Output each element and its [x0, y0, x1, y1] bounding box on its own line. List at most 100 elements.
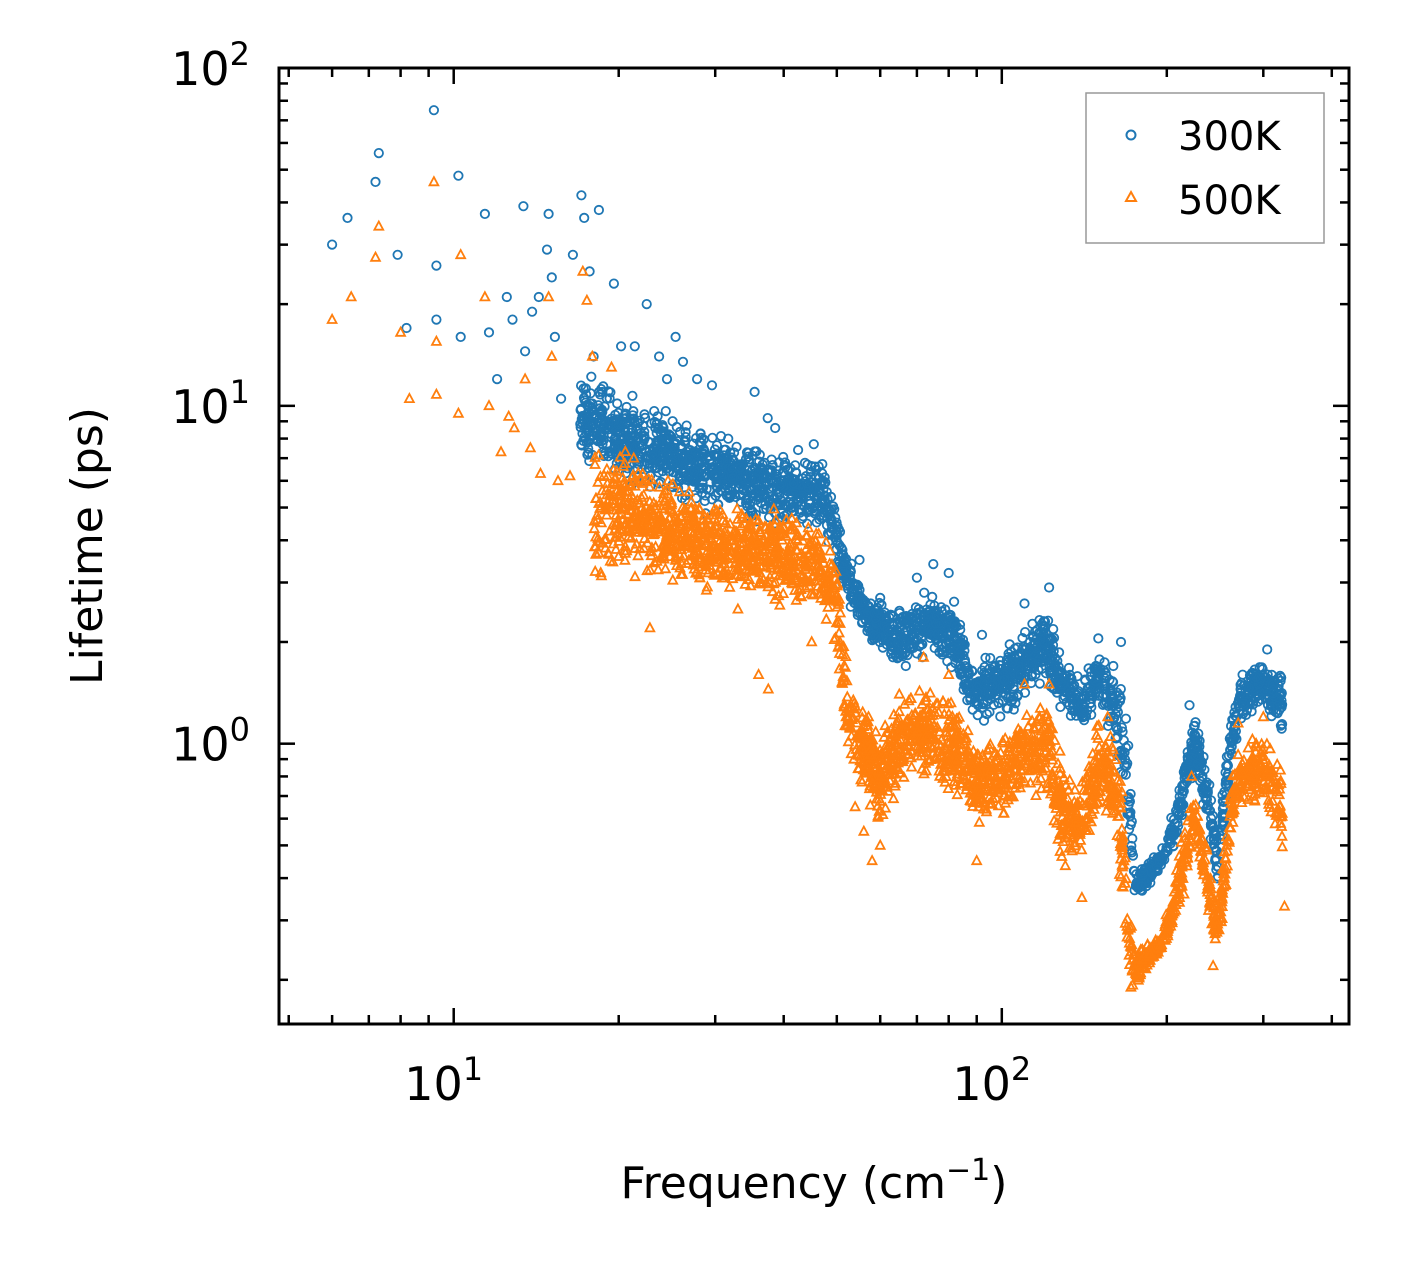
point-300k-2542 [1039, 638, 1050, 650]
point-500k-1721 [863, 782, 876, 794]
point-300k-2154 [1019, 626, 1031, 638]
point-500k-2100 [630, 518, 643, 530]
point-300k-2571 [735, 462, 746, 473]
point-500k-2110 [702, 551, 715, 563]
point-300k-2155 [754, 449, 765, 460]
point-500k-1912 [652, 563, 665, 575]
point-500k-2319 [1009, 781, 1022, 793]
point-500k-2265 [1211, 906, 1224, 918]
point-300k-2610 [455, 331, 466, 342]
point-300k-2612 [483, 327, 495, 338]
point-500k-2288 [776, 533, 789, 545]
point-300k-2614 [501, 291, 512, 303]
point-300k-2444 [1112, 724, 1123, 736]
point-500k-806 [905, 691, 918, 703]
point-500k-1811 [1016, 744, 1029, 756]
point-500k-418 [869, 725, 882, 737]
point-300k-2512 [1136, 881, 1147, 892]
point-500k-1106 [924, 686, 937, 698]
point-300k-1000 [825, 491, 837, 502]
point-500k-1361 [1100, 804, 1113, 816]
point-300k-2406 [920, 619, 931, 631]
point-300k-2516 [932, 628, 943, 640]
point-500k-1007 [1079, 820, 1092, 832]
point-300k-2495 [591, 434, 603, 445]
point-500k-1234 [864, 798, 877, 810]
point-300k-2482 [578, 392, 590, 404]
point-500k-2201 [1083, 793, 1096, 805]
point-500k-560 [999, 731, 1012, 743]
point-300k-2343 [791, 477, 803, 488]
point-300k-2363 [980, 652, 991, 663]
point-300k-2653 [1044, 582, 1055, 593]
point-300k-2377 [1005, 671, 1016, 683]
point-500k-2226 [1039, 728, 1052, 740]
point-500k-2334 [866, 776, 879, 788]
point-300k-2452 [1122, 808, 1133, 820]
point-500k-2285 [998, 758, 1011, 770]
point-300k-2057 [650, 422, 661, 433]
point-500k-1870 [647, 506, 660, 518]
point-500k-1678 [1020, 708, 1033, 720]
point-500k-1651 [1091, 796, 1104, 808]
point-300k-2570 [1144, 864, 1155, 876]
point-500k-1132 [623, 477, 635, 489]
point-500k-2268 [1027, 761, 1040, 773]
point-300k-2546 [1250, 671, 1262, 683]
point-500k-2335 [1125, 945, 1138, 957]
point-300k-2538 [1200, 787, 1211, 798]
point-500k-2202 [825, 559, 838, 571]
point-500k-2011 [954, 762, 967, 774]
point-500k-1814 [730, 525, 743, 537]
point-300k-1949 [1033, 656, 1044, 667]
point-500k-687 [614, 450, 627, 462]
point-500k-2282 [960, 731, 973, 743]
point-500k-2143 [1045, 743, 1058, 755]
point-300k-1879 [977, 702, 988, 713]
point-500k-377 [743, 572, 756, 584]
point-300k-2372 [945, 609, 956, 621]
point-500k-2332 [589, 450, 602, 462]
point-300k-2064 [900, 648, 911, 659]
point-500k-1991 [1257, 774, 1270, 786]
point-500k-1759 [743, 545, 756, 557]
point-500k-1890 [814, 543, 826, 555]
point-500k-1134 [1040, 707, 1053, 719]
point-300k-2576 [745, 474, 756, 485]
point-500k-1652 [644, 563, 656, 575]
point-300k-1790 [720, 444, 731, 455]
point-300k-2604 [392, 249, 403, 260]
point-500k-2223 [1055, 818, 1068, 830]
point-500k-2313 [653, 480, 666, 492]
point-500k-1815 [1242, 792, 1255, 804]
point-500k-1102 [994, 746, 1007, 758]
point-300k-2144 [604, 393, 615, 404]
point-300k-336 [978, 715, 990, 726]
point-500k-312 [824, 544, 836, 556]
point-300k-1995 [894, 605, 905, 617]
point-300k-2557 [898, 627, 910, 638]
point-500k-716 [1074, 833, 1087, 845]
point-300k-1924 [940, 620, 951, 632]
point-300k-2611 [479, 208, 490, 219]
point-300k-2426 [697, 477, 708, 488]
point-500k-2317 [962, 749, 975, 761]
point-300k-1618 [899, 615, 910, 627]
point-300k-2055 [598, 381, 609, 392]
point-300k-2408 [1059, 691, 1071, 702]
point-500k-1779 [599, 541, 612, 553]
point-500k-2242 [830, 616, 843, 628]
point-300k-2603 [373, 148, 384, 159]
point-300k-2594 [790, 467, 802, 478]
point-300k-2165 [605, 387, 616, 398]
point-500k-1328 [601, 469, 614, 481]
point-300k-2158 [698, 443, 709, 455]
point-300k-2540 [901, 643, 912, 654]
point-300k-2486 [1165, 838, 1176, 849]
point-500k-1610 [838, 659, 851, 671]
point-500k-1542 [820, 612, 833, 624]
point-500k-832 [1111, 809, 1124, 821]
point-300k-528 [919, 587, 930, 598]
point-300k-2405 [836, 542, 847, 554]
point-300k-2626 [576, 190, 587, 201]
